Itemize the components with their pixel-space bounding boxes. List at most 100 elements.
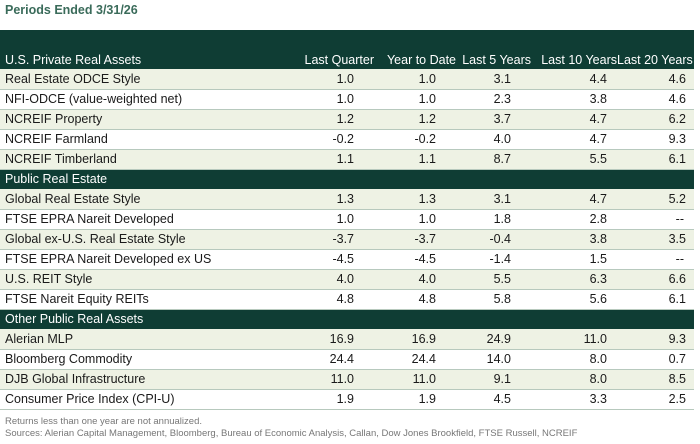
column-header: Last 5 Years [462, 53, 531, 67]
table-cell: 14.0 [456, 349, 531, 370]
table-cell: 6.2 [617, 109, 694, 130]
table-cell: 5.5 [531, 149, 617, 170]
column-header: Last 20 Years [617, 53, 693, 67]
table-cell: 8.5 [617, 369, 694, 390]
table-row: U.S. REIT Style 4.0 4.0 5.5 6.3 6.6 [0, 269, 694, 290]
table-cell: 4.0 [288, 269, 374, 290]
section-heading: U.S. Private Real Assets [5, 53, 142, 67]
table-cell: 2.8 [531, 209, 617, 230]
table-cell: 3.7 [456, 109, 531, 130]
column-header: Last Quarter [304, 53, 374, 67]
table-cell: 4.5 [456, 389, 531, 410]
table-cell: 3.5 [617, 229, 694, 250]
table-cell: -- [617, 209, 694, 230]
table-row: FTSE EPRA Nareit Developed ex US -4.5 -4.5… [0, 249, 694, 270]
table-row: NFI-ODCE (value-weighted net) 1.0 1.0 2.3 3.… [0, 89, 694, 110]
table-cell: 4.7 [531, 109, 617, 130]
table-cell: 4.7 [531, 129, 617, 150]
table-cell: 9.3 [617, 129, 694, 150]
table-cell: 6.3 [531, 269, 617, 290]
table-row: Global ex-U.S. Real Estate Style -3.7 -3.7… [0, 229, 694, 250]
table-cell: 1.0 [374, 209, 456, 230]
table-cell: 1.2 [288, 109, 374, 130]
table-cell: 1.3 [288, 189, 374, 210]
table-cell: 3.8 [531, 229, 617, 250]
period-title: Periods Ended 3/31/26 [5, 3, 138, 17]
row-label: Real Estate ODCE Style [0, 69, 288, 90]
table-cell: 9.3 [617, 329, 694, 350]
table-cell: 5.6 [531, 289, 617, 310]
table-cell: 3.8 [531, 89, 617, 110]
row-label: Consumer Price Index (CPI-U) [0, 389, 288, 410]
table-cell: 24.9 [456, 329, 531, 350]
row-label: Global Real Estate Style [0, 189, 288, 210]
table-cell: 24.4 [288, 349, 374, 370]
table-cell: -- [617, 249, 694, 270]
table-cell: 1.0 [374, 69, 456, 90]
table-cell: -0.2 [288, 129, 374, 150]
section-header-row: Public Real Estate [0, 169, 694, 189]
footnote-sources: Sources: Alerian Capital Management, Blo… [5, 428, 578, 439]
row-label: NFI-ODCE (value-weighted net) [0, 89, 288, 110]
table-cell: 4.7 [531, 189, 617, 210]
footnote-annualized: Returns less than one year are not annua… [5, 416, 202, 427]
table-cell: 1.9 [374, 389, 456, 410]
table-row: Consumer Price Index (CPI-U) 1.9 1.9 4.5 3.3… [0, 389, 694, 410]
table-cell: 1.0 [288, 69, 374, 90]
table-row: Bloomberg Commodity 24.4 24.4 14.0 8.0 0.7 [0, 349, 694, 370]
row-label: U.S. REIT Style [0, 269, 288, 290]
table-cell: 16.9 [374, 329, 456, 350]
table-cell: 4.4 [531, 69, 617, 90]
table-cell: 4.0 [374, 269, 456, 290]
row-label: NCREIF Timberland [0, 149, 288, 170]
table-cell: 2.3 [456, 89, 531, 110]
table-cell: 8.7 [456, 149, 531, 170]
table-cell: 5.8 [456, 289, 531, 310]
row-label: DJB Global Infrastructure [0, 369, 288, 390]
table-cell: 4.8 [374, 289, 456, 310]
table-cell: 16.9 [288, 329, 374, 350]
table-cell: 3.1 [456, 69, 531, 90]
performance-table: U.S. Private Real Assets Last Quarter Year… [0, 30, 694, 410]
column-header: Last 10 Years [541, 53, 617, 67]
table-cell: 6.1 [617, 289, 694, 310]
row-label: Global ex-U.S. Real Estate Style [0, 229, 288, 250]
table-cell: 3.1 [456, 189, 531, 210]
section-header-row: Other Public Real Assets [0, 309, 694, 329]
table-cell: 1.1 [288, 149, 374, 170]
table-cell: 0.7 [617, 349, 694, 370]
table-row: Alerian MLP 16.9 16.9 24.9 11.0 9.3 [0, 329, 694, 350]
table-cell: 4.6 [617, 69, 694, 90]
table-cell: 2.5 [617, 389, 694, 410]
table-cell: -4.5 [288, 249, 374, 270]
table-row: NCREIF Property 1.2 1.2 3.7 4.7 6.2 [0, 109, 694, 130]
table-cell: 1.3 [374, 189, 456, 210]
table-cell: 24.4 [374, 349, 456, 370]
table-cell: 6.6 [617, 269, 694, 290]
table-cell: 6.1 [617, 149, 694, 170]
table-cell: -0.2 [374, 129, 456, 150]
table-cell: 8.0 [531, 349, 617, 370]
row-label: FTSE Nareit Equity REITs [0, 289, 288, 310]
table-cell: 11.0 [374, 369, 456, 390]
table-row: NCREIF Timberland 1.1 1.1 8.7 5.5 6.1 [0, 149, 694, 170]
row-label: FTSE EPRA Nareit Developed ex US [0, 249, 288, 270]
table-row: Real Estate ODCE Style 1.0 1.0 3.1 4.4 4.6 [0, 69, 694, 90]
table-cell: 11.0 [531, 329, 617, 350]
table-cell: 1.1 [374, 149, 456, 170]
table-cell: 1.0 [288, 209, 374, 230]
table-cell: 3.3 [531, 389, 617, 410]
table-cell: 1.8 [456, 209, 531, 230]
table-cell: 9.1 [456, 369, 531, 390]
table-cell: 4.6 [617, 89, 694, 110]
table-header-row: U.S. Private Real Assets Last Quarter Year… [0, 30, 694, 69]
table-row: Global Real Estate Style 1.3 1.3 3.1 4.7 5.2 [0, 189, 694, 210]
table-cell: 8.0 [531, 369, 617, 390]
footnotes: Returns less than one year are not annua… [5, 416, 577, 440]
table-row: FTSE EPRA Nareit Developed 1.0 1.0 1.8 2.8 -- [0, 209, 694, 230]
table-row: FTSE Nareit Equity REITs 4.8 4.8 5.8 5.6 6.1 [0, 289, 694, 310]
table-cell: 1.0 [288, 89, 374, 110]
column-header: Year to Date [386, 53, 456, 67]
table-row: DJB Global Infrastructure 11.0 11.0 9.1 8.0 8… [0, 369, 694, 390]
table-cell: 1.9 [288, 389, 374, 410]
